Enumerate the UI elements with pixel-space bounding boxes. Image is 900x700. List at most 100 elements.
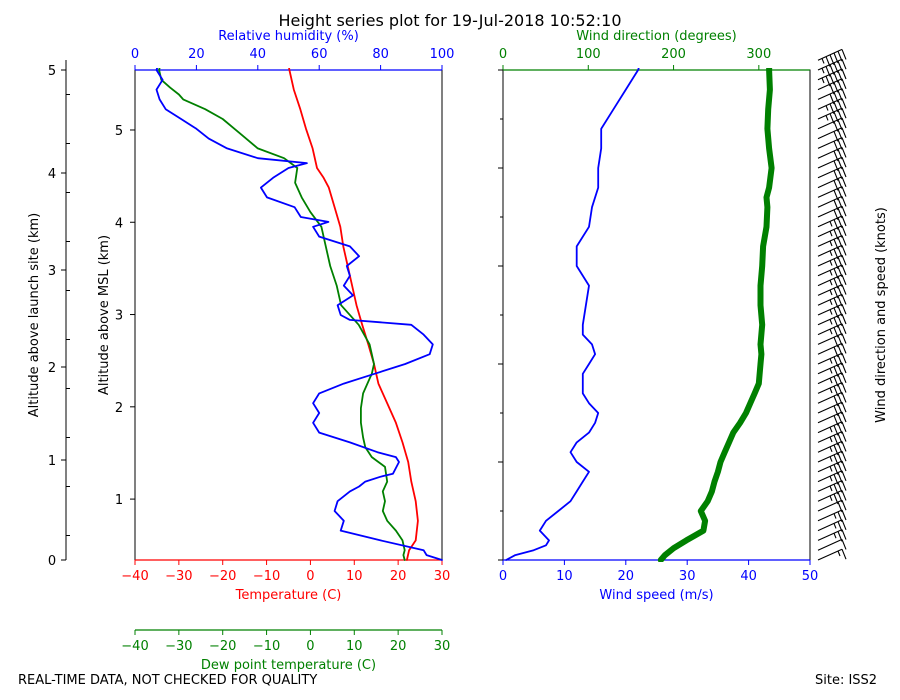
wind-barb-flag [833,160,839,172]
wind-barb [817,205,847,221]
wind-barb-flag [825,66,831,77]
wind-barb-flag [829,113,835,124]
wind-barb-flag [841,264,847,276]
wind-barb-flag [833,91,839,103]
wind-barb [817,509,847,523]
wind-barb-half-flag [833,523,837,529]
wind-barb-flag [837,70,843,82]
wind-barb-flag [841,294,847,305]
wind-barb-half-flag [829,446,833,453]
altitude-msl-tick-label: 5 [115,124,123,139]
wind-barb-flag [837,393,843,405]
wind-barb-flag [833,395,839,407]
wind-barb-flag [841,362,847,374]
wind-barb-half-flag [829,475,833,482]
dewpoint-tick-label: −10 [253,639,280,654]
wind-barb-flag [841,401,847,413]
wind-barb-half-flag [829,368,833,374]
wind-barb [817,235,847,250]
wind-barb-flag [841,58,847,70]
wind-barb-flag [829,103,835,115]
wind-barb-flag [833,464,839,475]
wind-barb-shaft [817,411,843,424]
wind-barb [817,489,847,505]
wind-barb-flag [833,189,839,201]
wind-barb-flag [833,111,839,123]
wind-barb-flag [841,274,847,286]
humidity-tick-label: 100 [430,47,455,62]
wind-barb [817,323,847,338]
wind-barb [817,440,847,456]
temperature-tick-label: 0 [306,569,314,584]
wind-barb-flag [837,119,843,131]
altitude-site-tick-label: 3 [48,264,56,279]
wind-barb-shaft [817,156,843,169]
wind-speed-axis-label: Wind speed (m/s) [599,588,713,603]
wind-barb [817,68,847,87]
wind-barb-shaft [817,166,843,179]
wind-barb-shaft [817,333,843,345]
dewpoint-tick-label: 0 [306,639,314,654]
wind-barb [817,264,847,279]
wind-barb-flag [833,434,839,446]
wind-barb-flag [833,238,839,250]
wind-barb-flag [841,490,847,501]
wind-barb-flag [833,493,839,505]
wind-barb-flag [837,217,843,229]
altitude-msl-tick-label: 1 [115,493,123,508]
wind-barb-flag [833,405,839,417]
wind-barb [817,166,847,181]
wind-barb-half-flag [829,436,833,443]
wind-barb [817,254,847,270]
wind-barb [817,421,847,436]
dewpoint-tick-label: −40 [121,639,148,654]
wind-barb-half-flag [829,328,833,335]
wind-barb-shaft [817,548,843,561]
dewpoint-axis-label: Dew point temperature (C) [201,658,376,673]
humidity-tick-label: 0 [131,47,139,62]
altitude-msl-tick-label: 4 [115,216,123,231]
altitude-site-tick-label: 5 [48,64,56,79]
wind-barb-flag [833,140,839,152]
wind-barb [817,499,847,513]
wind-barb-flag [841,254,847,266]
wind-barb-flag [841,499,847,511]
temperature-tick-label: 30 [434,569,451,584]
wind-barb-shaft [817,509,843,522]
wind-barb [817,519,847,532]
wind-barb-flag [841,88,847,99]
wind-barb-flag [837,344,843,356]
wind-barb-half-flag [829,289,833,296]
wind-barb-flag [841,166,847,178]
wind-barb-shaft [817,391,843,404]
wind-barb-flag [837,433,843,444]
wind-barb-flag [833,52,839,64]
wind-barb-flag [837,354,843,366]
altitude-site-tick-label: 2 [48,361,56,376]
wind-barb-shaft [817,342,843,355]
wind-barb-flag [833,150,839,162]
wind-barb-flag [837,60,843,72]
humidity-tick-label: 20 [188,47,205,62]
wind-barb-flag [841,480,847,491]
wind-barb-shaft [817,538,843,551]
wind-barb-half-flag [829,260,833,266]
wind-barb [817,146,847,162]
wind-barb-flag [837,80,843,91]
wind-barb-flag [841,176,847,188]
wind-barb-flag [837,227,843,238]
wind-barb-flag [841,313,847,325]
humidity-tick-label: 80 [372,47,389,62]
wind-barb-flag [837,491,843,503]
dewpoint-tick-label: 10 [346,639,363,654]
wind-barb-flag [841,303,847,315]
wind-barb-half-flag [829,377,833,384]
wind-barb-flag [837,442,843,454]
wind-barb-flag [837,482,843,493]
wind-barb-flag [841,215,847,227]
wind-barb-flag [833,219,839,230]
wind-barb-flag [841,147,847,158]
wind-barb [817,548,847,561]
wind-barb-flag [837,374,843,385]
wind-barb [817,538,847,551]
